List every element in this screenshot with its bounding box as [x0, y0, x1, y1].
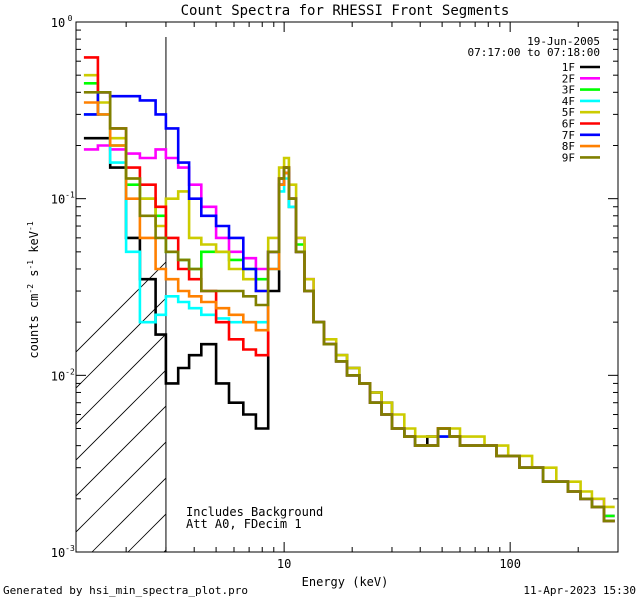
legend-label-6F: 6F [562, 118, 575, 131]
chart-title: Count Spectra for RHESSI Front Segments [181, 3, 510, 19]
series-2F [83, 144, 615, 518]
y-tick-label: 10 [51, 546, 65, 560]
hatch-line [76, 441, 166, 533]
legend-label-2F: 2F [562, 72, 575, 85]
y-axis-label: counts cm-2 s-1 keV-1 [26, 221, 41, 358]
legend-label-1F: 1F [562, 61, 575, 74]
series-4F [83, 113, 615, 523]
series-6F [83, 56, 615, 523]
hatch-line [632, 32, 640, 552]
hatch-line [344, 32, 640, 552]
hatch-line [524, 32, 640, 552]
x-axis-label: Energy (keV) [302, 575, 389, 589]
legend-label-7F: 7F [562, 129, 575, 142]
hatch-line [76, 261, 166, 353]
plot-frame [75, 21, 619, 553]
attenuator-hatch-region [76, 32, 640, 552]
y-tick-exponent: -3 [65, 544, 75, 553]
y-tick-exponent: 0 [68, 14, 73, 23]
hatch-line [308, 32, 640, 552]
hatch-line [380, 32, 640, 552]
y-tick-exponent: -1 [65, 191, 75, 200]
series-5F [83, 73, 615, 509]
hatch-line [416, 32, 640, 552]
hatch-line [272, 32, 640, 552]
hatch-line [76, 405, 166, 497]
legend-label-5F: 5F [562, 106, 575, 119]
legend-label-8F: 8F [562, 140, 575, 153]
y-tick-exponent: -2 [65, 367, 75, 376]
legend-label-9F: 9F [562, 151, 575, 164]
x-tick-label: 10 [277, 557, 291, 571]
header-time-range: 07:17:00 to 07:18:00 [468, 46, 600, 59]
y-tick-label: 10 [51, 369, 65, 383]
series-8F [83, 101, 615, 523]
footer-timestamp: 11-Apr-2023 15:30 [523, 584, 636, 597]
series-9F [83, 91, 615, 523]
legend-label-4F: 4F [562, 95, 575, 108]
hatch-line [452, 32, 640, 552]
header-date: 19-Jun-2005 [527, 35, 600, 48]
y-tick-label: 10 [51, 193, 65, 207]
footer-generated-by: Generated by hsi_min_spectra_plot.pro [3, 584, 248, 597]
hatch-line [236, 32, 640, 552]
y-tick-label: 10 [51, 16, 65, 30]
hatch-line [91, 477, 166, 552]
legend-label-3F: 3F [562, 84, 575, 97]
annotation-background: Includes Background [186, 505, 323, 519]
x-tick-label: 100 [499, 557, 521, 571]
series-1F [83, 136, 615, 523]
series-7F [83, 91, 615, 523]
annotation-attenuator: Att A0, FDecim 1 [186, 517, 302, 531]
